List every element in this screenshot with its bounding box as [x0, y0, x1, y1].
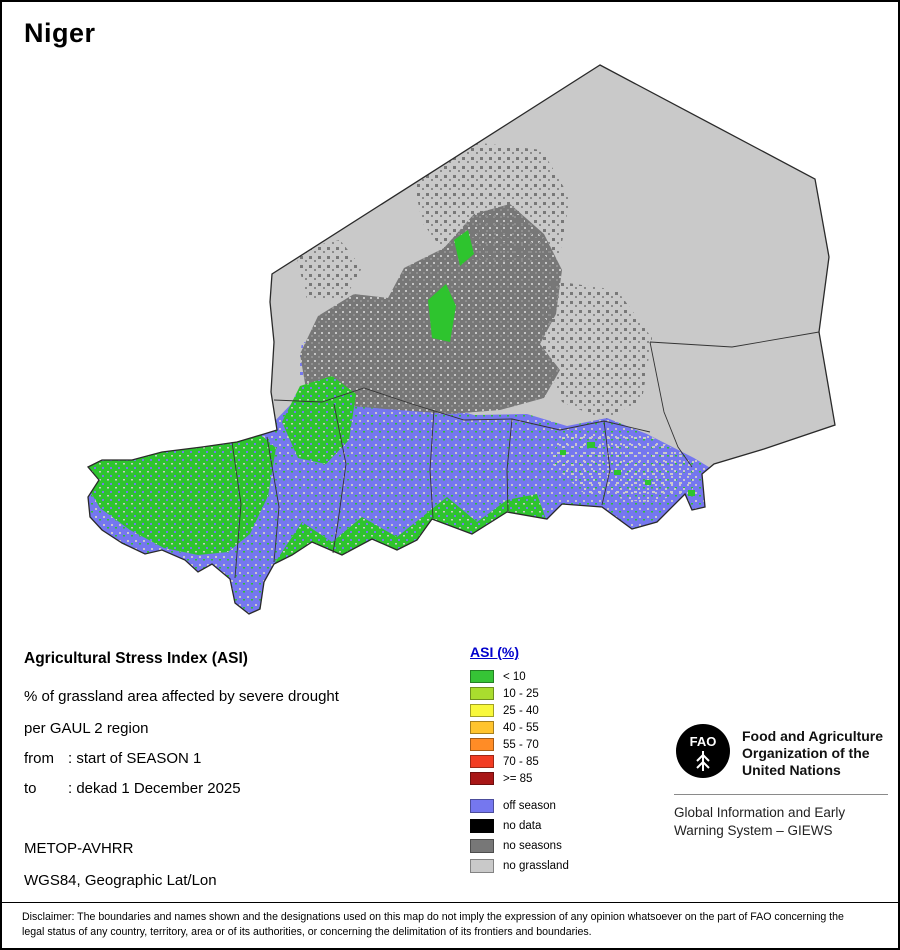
fao-org-name: Food and Agriculture Organization of the… — [742, 728, 884, 779]
legend-item: 55 - 70 — [470, 736, 569, 753]
legend-item-label: off season — [503, 800, 556, 812]
legend-item-label: no seasons — [503, 840, 562, 852]
legend: ASI (%) < 10 10 - 25 25 - 40 40 - 55 55 … — [470, 644, 569, 876]
asi-data-layer — [88, 142, 717, 614]
info-heading: Agricultural Stress Index (ASI) — [24, 650, 248, 667]
from-label: from — [24, 750, 54, 767]
footer-rule — [2, 902, 898, 903]
legend-swatch — [470, 819, 494, 833]
page-title: Niger — [24, 18, 96, 48]
legend-item: < 10 — [470, 668, 569, 685]
info-description-2: per GAUL 2 region — [24, 720, 149, 737]
branding-divider — [674, 794, 888, 795]
legend-item: 40 - 55 — [470, 719, 569, 736]
legend-swatch — [470, 738, 494, 751]
info-to-row: to : dekad 1 December 2025 — [24, 780, 241, 797]
legend-swatch — [470, 755, 494, 768]
fao-branding: FAO Food and Agriculture Organization of… — [674, 722, 888, 839]
legend-swatch — [470, 721, 494, 734]
legend-item: no seasons — [470, 836, 569, 856]
legend-item: 25 - 40 — [470, 702, 569, 719]
fao-logo-icon: FAO — [676, 724, 730, 778]
legend-swatch — [470, 704, 494, 717]
from-value: : start of SEASON 1 — [68, 750, 202, 767]
legend-item-label: 25 - 40 — [503, 704, 539, 717]
legend-item-label: 55 - 70 — [503, 738, 539, 751]
legend-swatch — [470, 839, 494, 853]
legend-swatch — [470, 772, 494, 785]
legend-item-label: < 10 — [503, 670, 526, 683]
legend-item-label: no grassland — [503, 860, 569, 872]
legend-item: no data — [470, 816, 569, 836]
to-label: to — [24, 780, 37, 797]
legend-item-label: 70 - 85 — [503, 755, 539, 768]
disclaimer-text: Disclaimer: The boundaries and names sho… — [22, 911, 844, 939]
country-outline — [86, 64, 836, 615]
legend-item: >= 85 — [470, 770, 569, 787]
giews-name: Global Information and Early Warning Sys… — [674, 805, 846, 838]
legend-item: off season — [470, 796, 569, 816]
fao-logo-text: FAO — [690, 734, 717, 749]
legend-swatch — [470, 670, 494, 683]
info-from-row: from : start of SEASON 1 — [24, 750, 201, 767]
to-value: : dekad 1 December 2025 — [68, 780, 241, 797]
legend-item-label: 10 - 25 — [503, 687, 539, 700]
region-boundaries — [231, 331, 820, 579]
legend-item-label: >= 85 — [503, 772, 533, 785]
info-description-1: % of grassland area affected by severe d… — [24, 688, 339, 705]
legend-item-label: no data — [503, 820, 542, 832]
sensor-label: METOP-AVHRR — [24, 840, 134, 857]
legend-item: 10 - 25 — [470, 685, 569, 702]
legend-swatch — [470, 859, 494, 873]
wheat-icon — [696, 751, 710, 771]
legend-item: no grassland — [470, 856, 569, 876]
legend-swatch — [470, 799, 494, 813]
legend-divider — [470, 787, 569, 796]
legend-title: ASI (%) — [470, 644, 519, 660]
legend-swatch — [470, 687, 494, 700]
projection-label: WGS84, Geographic Lat/Lon — [24, 872, 217, 889]
legend-item: 70 - 85 — [470, 753, 569, 770]
legend-item-label: 40 - 55 — [503, 721, 539, 734]
